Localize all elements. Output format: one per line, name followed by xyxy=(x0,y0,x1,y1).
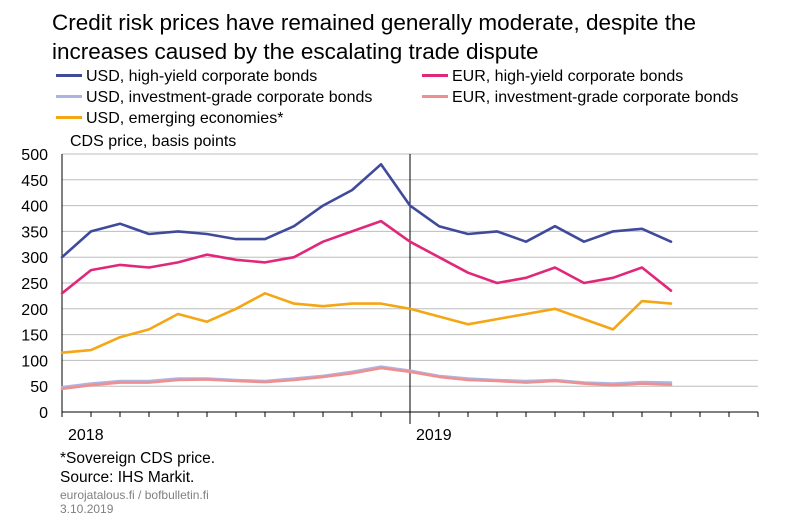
legend-item-eur-investment-grade: EUR, investment-grade corporate bonds xyxy=(422,89,738,107)
source-note: Source: IHS Markit. xyxy=(60,469,195,486)
publish-date: 3.10.2019 xyxy=(60,502,114,516)
y-tick-label: 350 xyxy=(21,224,48,241)
legend-item-usd-emerging: USD, emerging economies* xyxy=(56,110,283,128)
y-tick-label: 200 xyxy=(21,302,48,319)
legend-label: USD, investment-grade corporate bonds xyxy=(86,89,373,106)
series-line xyxy=(60,291,673,355)
site-name: eurojatalous.fi / bofbulletin.fi xyxy=(60,488,209,502)
y-axis-label: CDS price, basis points xyxy=(70,133,237,150)
y-tick-label: 100 xyxy=(21,353,48,370)
legend-item-usd-investment-grade: USD, investment-grade corporate bonds xyxy=(56,89,372,107)
y-tick-label: 450 xyxy=(21,173,48,190)
legend-swatch xyxy=(56,115,82,119)
x-tick-label: 2018 xyxy=(68,427,104,444)
y-tick-label: 400 xyxy=(21,199,48,216)
legend-label: USD, high-yield corporate bonds xyxy=(86,68,318,85)
y-tick-label: 500 xyxy=(21,147,48,164)
y-tick-label: 0 xyxy=(39,405,48,422)
series-line xyxy=(60,219,673,295)
legend-label: EUR, investment-grade corporate bonds xyxy=(452,89,739,106)
series-line xyxy=(60,163,673,259)
credits: eurojatalous.fi / bofbulletin.fi 3.10.20… xyxy=(60,488,209,516)
y-tick-label: 150 xyxy=(21,328,48,345)
footer: *Sovereign CDS price. Source: IHS Markit… xyxy=(60,449,215,487)
legend-swatch xyxy=(56,73,82,77)
series-line xyxy=(60,366,673,391)
y-tick-label: 250 xyxy=(21,276,48,293)
chart-title: Credit risk prices have remained general… xyxy=(52,10,697,64)
legend-swatch xyxy=(422,73,448,77)
legend-swatch xyxy=(422,94,448,98)
y-tick-label: 300 xyxy=(21,250,48,267)
legend-item-usd-high-yield: USD, high-yield corporate bonds xyxy=(56,68,317,86)
x-tick-label: 2019 xyxy=(416,427,452,444)
legend-swatch xyxy=(56,94,82,98)
legend-label: EUR, high-yield corporate bonds xyxy=(452,68,684,85)
y-tick-label: 50 xyxy=(30,379,48,396)
legend-label: USD, emerging economies* xyxy=(86,110,284,127)
legend: USD, high-yield corporate bonds EUR, hig… xyxy=(52,68,792,127)
legend-item-eur-high-yield: EUR, high-yield corporate bonds xyxy=(422,68,683,86)
footnote: *Sovereign CDS price. xyxy=(60,450,216,467)
